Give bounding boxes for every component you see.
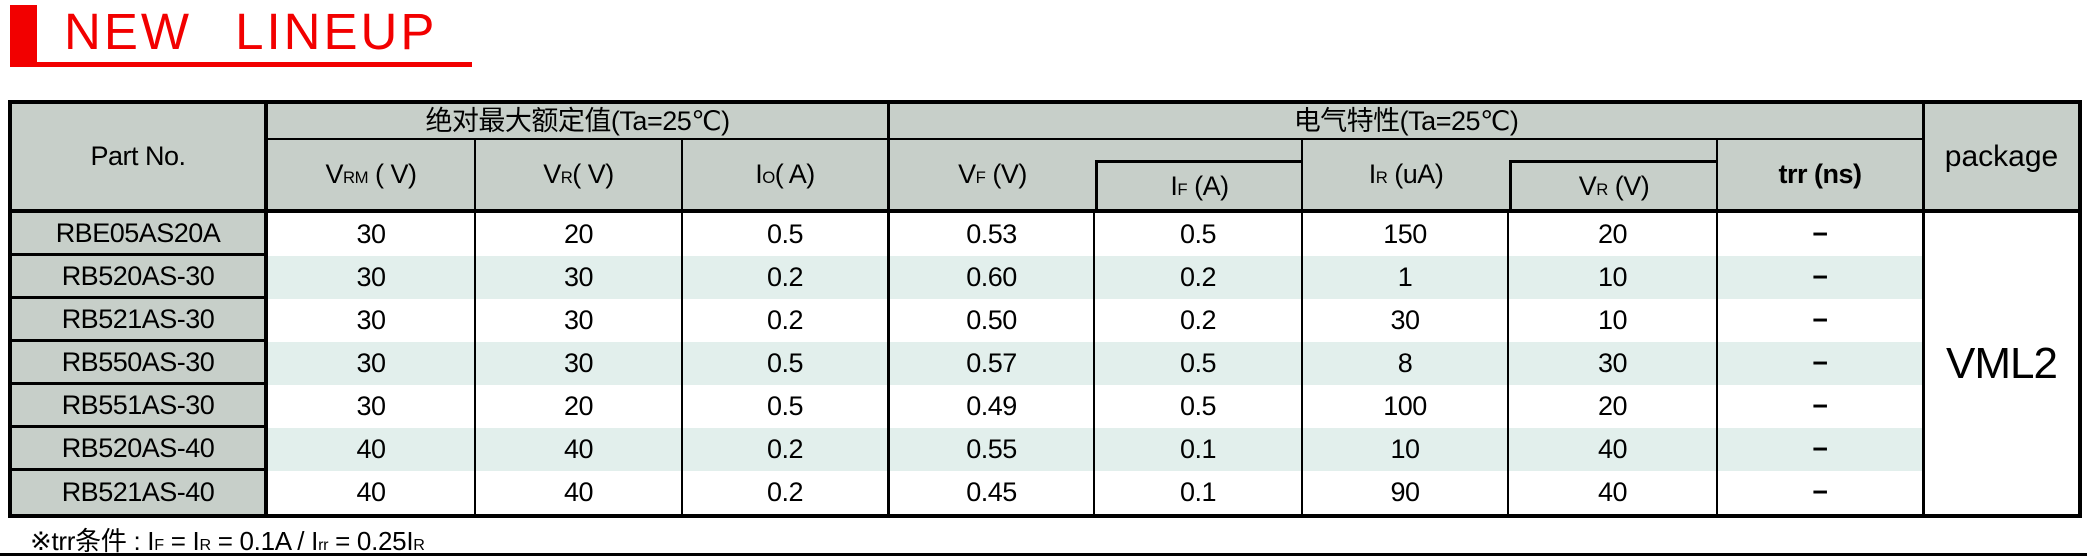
- io-label: IO( A): [755, 159, 815, 189]
- trr-cell: −: [1812, 477, 1828, 507]
- group-header-electrical: 电气特性(Ta=25℃): [890, 104, 1922, 140]
- col-header-vr: VR( V): [476, 140, 683, 213]
- trr-cell: −: [1812, 391, 1828, 421]
- ir-cell: 150: [1303, 213, 1509, 256]
- vr-label: VR( V): [543, 159, 614, 189]
- vr2-cell: 10: [1509, 256, 1718, 299]
- bottom-rule: [0, 553, 2087, 556]
- footnote: ※trr条件 : IF = IR = 0.1A / Irr = 0.25IR: [30, 521, 425, 557]
- vr2-cell: 30: [1509, 342, 1718, 385]
- lineup-table: Part No. 绝对最大额定值(Ta=25℃) 电气特性(Ta=25℃) pa…: [8, 100, 2082, 518]
- vr-cell: 20: [476, 385, 683, 428]
- part-no-cell: RB521AS-30: [12, 299, 268, 342]
- part-no-cell: RB520AS-30: [12, 256, 268, 299]
- vf-cell: 0.60: [890, 256, 1095, 299]
- io-cell: 0.5: [683, 342, 890, 385]
- vr2-condition-box: VR (V): [1509, 160, 1716, 209]
- vr-cell: 40: [476, 428, 683, 471]
- trr-label: trr (ns): [1778, 159, 1863, 189]
- trr-cell: −: [1812, 219, 1828, 249]
- vf-cell: 0.49: [890, 385, 1095, 428]
- ir-cell: 100: [1303, 385, 1509, 428]
- vrm-cell: 40: [268, 428, 476, 471]
- if-cell: 0.2: [1095, 256, 1303, 299]
- package-header-label: package: [1944, 139, 2059, 173]
- if-cell: 0.5: [1095, 385, 1303, 428]
- vrm-cell: 30: [268, 342, 476, 385]
- part-no-cell: RB521AS-40: [12, 471, 268, 514]
- trr-cell: −: [1812, 305, 1828, 335]
- io-cell: 0.2: [683, 256, 890, 299]
- if-cell: 0.2: [1095, 299, 1303, 342]
- col-header-vf: VF (V): [890, 140, 1095, 213]
- vr-cell: 40: [476, 471, 683, 514]
- part-no-cell: RB520AS-40: [12, 428, 268, 471]
- col-header-if: IF (A): [1095, 140, 1303, 213]
- ir-cell: 10: [1303, 428, 1509, 471]
- ir-cell: 30: [1303, 299, 1509, 342]
- title-underline: [10, 62, 472, 67]
- vf-label: VF (V): [958, 159, 1027, 189]
- ir-cell: 90: [1303, 471, 1509, 514]
- trr-cell: −: [1718, 428, 1922, 471]
- vr-cell: 30: [476, 299, 683, 342]
- col-header-io: IO( A): [683, 140, 890, 213]
- vr2-cell: 40: [1509, 428, 1718, 471]
- col-header-ir: IR (uA): [1303, 140, 1509, 213]
- vr-cell: 20: [476, 213, 683, 256]
- io-cell: 0.2: [683, 471, 890, 514]
- col-header-package: package: [1922, 104, 2078, 213]
- vr2-cell: 10: [1509, 299, 1718, 342]
- if-cell: 0.5: [1095, 342, 1303, 385]
- vr2-cell: 40: [1509, 471, 1718, 514]
- vf-cell: 0.53: [890, 213, 1095, 256]
- group-header-absolute-max: 绝对最大额定值(Ta=25℃): [268, 104, 890, 140]
- trr-cell: −: [1718, 256, 1922, 299]
- electrical-label: 电气特性(Ta=25℃): [1293, 105, 1519, 136]
- vrm-cell: 40: [268, 471, 476, 514]
- col-header-trr: trr (ns): [1718, 140, 1922, 213]
- vrm-label: VRM ( V): [325, 159, 417, 189]
- vrm-cell: 30: [268, 385, 476, 428]
- ir-cell: 8: [1303, 342, 1509, 385]
- vr2-cell: 20: [1509, 385, 1718, 428]
- vr-cell: 30: [476, 342, 683, 385]
- vrm-cell: 30: [268, 299, 476, 342]
- part-no-cell: RB550AS-30: [12, 342, 268, 385]
- footnote-text: ※trr条件 : IF = IR = 0.1A / Irr = 0.25IR: [30, 526, 425, 556]
- col-header-vr2: VR (V): [1509, 140, 1718, 213]
- vr-cell: 30: [476, 256, 683, 299]
- vr2-label: VR (V): [1578, 170, 1650, 201]
- if-cell: 0.1: [1095, 471, 1303, 514]
- vrm-cell: 30: [268, 213, 476, 256]
- ir-label: IR (uA): [1368, 159, 1444, 189]
- if-label: IF (A): [1170, 170, 1229, 201]
- io-cell: 0.5: [683, 385, 890, 428]
- if-condition-box: IF (A): [1095, 160, 1301, 209]
- col-header-part-no: Part No.: [12, 104, 268, 213]
- io-cell: 0.5: [683, 213, 890, 256]
- vf-cell: 0.55: [890, 428, 1095, 471]
- vf-cell: 0.50: [890, 299, 1095, 342]
- if-cell: 0.5: [1095, 213, 1303, 256]
- io-cell: 0.2: [683, 428, 890, 471]
- if-cell: 0.1: [1095, 428, 1303, 471]
- page-title: NEW LINEUP: [64, 3, 438, 60]
- col-header-vrm: VRM ( V): [268, 140, 476, 213]
- package-value: VML2: [1922, 213, 2078, 514]
- absolute-max-label: 绝对最大额定值(Ta=25℃): [425, 105, 730, 136]
- vrm-cell: 30: [268, 256, 476, 299]
- part-no-cell: RBE05AS20A: [12, 213, 268, 256]
- vf-cell: 0.45: [890, 471, 1095, 514]
- ir-cell: 1: [1303, 256, 1509, 299]
- part-no-header-label: Part No.: [90, 141, 186, 171]
- part-no-cell: RB551AS-30: [12, 385, 268, 428]
- trr-cell: −: [1718, 342, 1922, 385]
- io-cell: 0.2: [683, 299, 890, 342]
- vf-cell: 0.57: [890, 342, 1095, 385]
- vr2-cell: 20: [1509, 213, 1718, 256]
- accent-bar: [10, 5, 37, 62]
